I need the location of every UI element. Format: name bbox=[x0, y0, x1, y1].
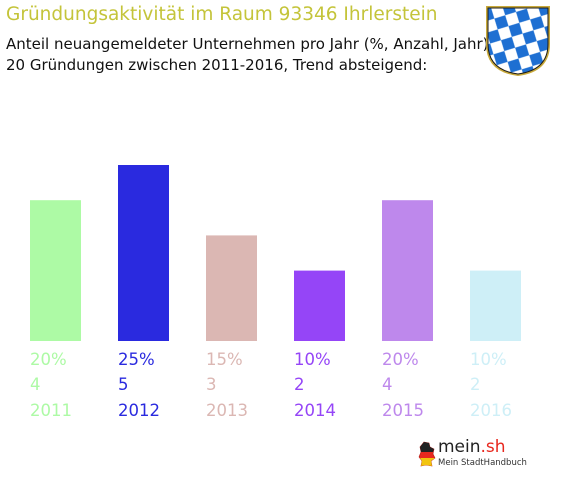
logo-wordmark: mein.sh bbox=[438, 437, 506, 457]
chart-title: Gründungsaktivität im Raum 93346 Ihrlers… bbox=[6, 4, 438, 25]
bar-2015 bbox=[382, 200, 433, 341]
chart-subtitle-line1: Anteil neuangemeldeter Unternehmen pro J… bbox=[6, 35, 489, 53]
bar-count-label-2013: 3 bbox=[206, 375, 217, 394]
chart-subtitle-line2: 20 Gründungen zwischen 2011-2016, Trend … bbox=[6, 56, 428, 74]
bar-count-label-2012: 5 bbox=[118, 375, 129, 394]
bar-percent-label-2012: 25% bbox=[118, 350, 155, 369]
bavarian-crest-icon bbox=[486, 6, 550, 76]
germany-map-icon bbox=[418, 441, 436, 467]
bar-percent-label-2014: 10% bbox=[294, 350, 331, 369]
bar-year-label-2012: 2012 bbox=[118, 401, 160, 420]
bar-percent-label-2016: 10% bbox=[470, 350, 507, 369]
logo-tagline: Mein StadtHandbuch bbox=[438, 458, 527, 468]
bar-count-label-2014: 2 bbox=[294, 375, 305, 394]
bar-count-label-2016: 2 bbox=[470, 375, 481, 394]
mein-sh-logo[interactable]: mein.sh Mein StadtHandbuch bbox=[418, 437, 528, 475]
bar-2013 bbox=[206, 235, 257, 341]
bar-year-label-2014: 2014 bbox=[294, 401, 336, 420]
bar-year-label-2016: 2016 bbox=[470, 401, 512, 420]
bar-percent-label-2013: 15% bbox=[206, 350, 243, 369]
bar-year-label-2015: 2015 bbox=[382, 401, 424, 420]
bar-year-label-2013: 2013 bbox=[206, 401, 248, 420]
bar-2011 bbox=[30, 200, 81, 341]
bar-2016 bbox=[470, 270, 521, 341]
bar-count-label-2015: 4 bbox=[382, 375, 393, 394]
bar-year-label-2011: 2011 bbox=[30, 401, 72, 420]
bar-percent-label-2015: 20% bbox=[382, 350, 419, 369]
bar-2012 bbox=[118, 165, 169, 341]
bar-count-label-2011: 4 bbox=[30, 375, 41, 394]
bar-2014 bbox=[294, 270, 345, 341]
bar-percent-label-2011: 20% bbox=[30, 350, 67, 369]
